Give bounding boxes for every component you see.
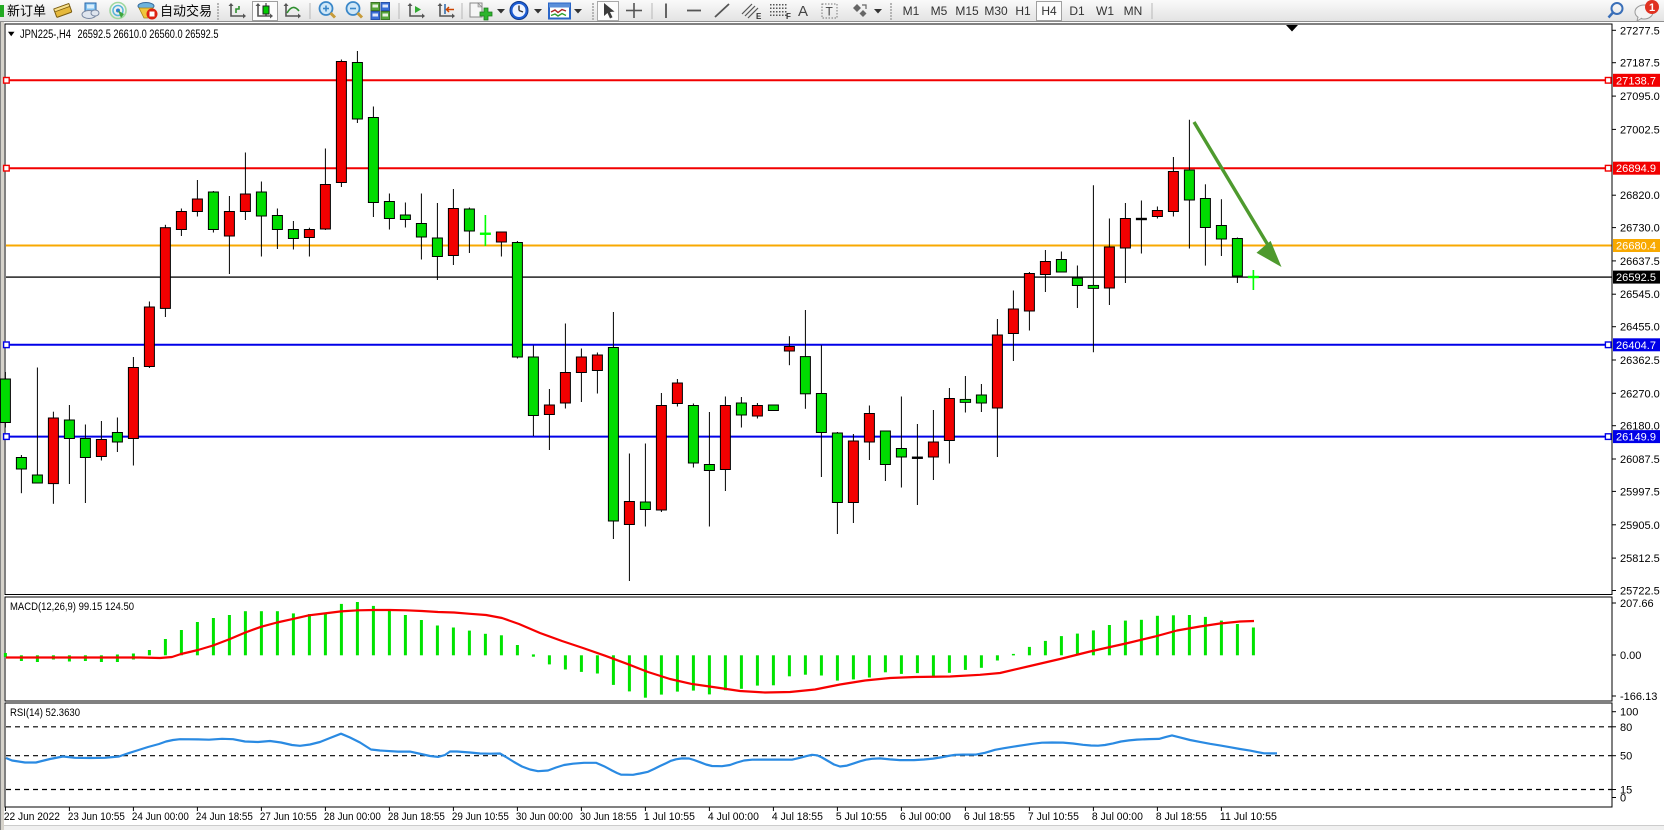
svg-text:26592.5 26610.0 26560.0 26592.: 26592.5 26610.0 26560.0 26592.5 bbox=[78, 29, 219, 41]
svg-text:27187.5: 27187.5 bbox=[1620, 58, 1660, 70]
svg-text:22 Jun 2022: 22 Jun 2022 bbox=[4, 811, 60, 823]
svg-text:MN: MN bbox=[1124, 4, 1143, 18]
svg-text:80: 80 bbox=[1620, 722, 1632, 734]
svg-text:M30: M30 bbox=[984, 4, 1008, 18]
svg-text:30 Jun 00:00: 30 Jun 00:00 bbox=[516, 811, 573, 823]
svg-text:-166.13: -166.13 bbox=[1620, 691, 1657, 703]
svg-text:28 Jun 18:55: 28 Jun 18:55 bbox=[388, 811, 445, 823]
svg-text:25997.5: 25997.5 bbox=[1620, 486, 1660, 498]
svg-text:6 Jul 18:55: 6 Jul 18:55 bbox=[964, 811, 1015, 823]
svg-text:26545.0: 26545.0 bbox=[1620, 289, 1660, 301]
svg-text:M1: M1 bbox=[903, 4, 920, 18]
svg-text:M15: M15 bbox=[955, 4, 979, 18]
svg-text:26180.0: 26180.0 bbox=[1620, 421, 1660, 433]
svg-text:25812.5: 25812.5 bbox=[1620, 553, 1660, 565]
svg-text:28 Jun 00:00: 28 Jun 00:00 bbox=[324, 811, 381, 823]
svg-text:24 Jun 00:00: 24 Jun 00:00 bbox=[132, 811, 189, 823]
svg-text:0: 0 bbox=[1620, 793, 1626, 805]
svg-text:27002.5: 27002.5 bbox=[1620, 124, 1660, 136]
svg-text:4 Jul 18:55: 4 Jul 18:55 bbox=[772, 811, 823, 823]
svg-text:6 Jul 00:00: 6 Jul 00:00 bbox=[900, 811, 951, 823]
svg-text:27277.5: 27277.5 bbox=[1620, 25, 1660, 37]
svg-text:E: E bbox=[756, 12, 762, 21]
svg-text:26592.5: 26592.5 bbox=[1616, 272, 1656, 284]
svg-text:M5: M5 bbox=[931, 4, 948, 18]
svg-text:25722.5: 25722.5 bbox=[1620, 586, 1660, 598]
svg-text:5 Jul 10:55: 5 Jul 10:55 bbox=[836, 811, 887, 823]
svg-text:H1: H1 bbox=[1015, 4, 1031, 18]
svg-text:100: 100 bbox=[1620, 707, 1638, 719]
svg-text:7 Jul 10:55: 7 Jul 10:55 bbox=[1028, 811, 1079, 823]
svg-text:207.66: 207.66 bbox=[1620, 598, 1654, 610]
svg-text:D1: D1 bbox=[1069, 4, 1085, 18]
svg-text:27138.7: 27138.7 bbox=[1616, 75, 1656, 87]
svg-text:26680.4: 26680.4 bbox=[1616, 241, 1656, 253]
svg-text:26087.5: 26087.5 bbox=[1620, 454, 1660, 466]
svg-text:26637.5: 26637.5 bbox=[1620, 256, 1660, 268]
svg-text:26149.9: 26149.9 bbox=[1616, 432, 1656, 444]
svg-text:8 Jul 18:55: 8 Jul 18:55 bbox=[1156, 811, 1207, 823]
svg-text:RSI(14) 52.3630: RSI(14) 52.3630 bbox=[10, 707, 80, 719]
svg-text:新订单: 新订单 bbox=[7, 4, 46, 19]
svg-text:23 Jun 10:55: 23 Jun 10:55 bbox=[68, 811, 125, 823]
svg-text:1: 1 bbox=[1649, 2, 1655, 14]
svg-text:24 Jun 18:55: 24 Jun 18:55 bbox=[196, 811, 253, 823]
svg-text:26362.5: 26362.5 bbox=[1620, 355, 1660, 367]
svg-text:26820.0: 26820.0 bbox=[1620, 190, 1660, 202]
svg-text:26404.7: 26404.7 bbox=[1616, 340, 1656, 352]
svg-text:A: A bbox=[798, 3, 808, 20]
svg-text:11 Jul 10:55: 11 Jul 10:55 bbox=[1220, 811, 1277, 823]
svg-text:26894.9: 26894.9 bbox=[1616, 163, 1656, 175]
svg-text:27095.0: 27095.0 bbox=[1620, 91, 1660, 103]
svg-text:W1: W1 bbox=[1096, 4, 1114, 18]
svg-text:25905.0: 25905.0 bbox=[1620, 520, 1660, 532]
svg-text:F: F bbox=[786, 12, 791, 21]
svg-text:26270.0: 26270.0 bbox=[1620, 388, 1660, 400]
svg-text:0.00: 0.00 bbox=[1620, 650, 1641, 662]
svg-text:JPN225-,H4: JPN225-,H4 bbox=[20, 29, 71, 41]
svg-text:T: T bbox=[826, 5, 834, 19]
svg-text:MACD(12,26,9) 99.15 124.50: MACD(12,26,9) 99.15 124.50 bbox=[10, 601, 134, 613]
svg-text:27 Jun 10:55: 27 Jun 10:55 bbox=[260, 811, 317, 823]
svg-text:1 Jul 10:55: 1 Jul 10:55 bbox=[644, 811, 695, 823]
svg-text:4 Jul 00:00: 4 Jul 00:00 bbox=[708, 811, 759, 823]
svg-text:30 Jun 18:55: 30 Jun 18:55 bbox=[580, 811, 637, 823]
svg-text:29 Jun 10:55: 29 Jun 10:55 bbox=[452, 811, 509, 823]
svg-text:自动交易: 自动交易 bbox=[160, 4, 212, 19]
svg-text:15: 15 bbox=[1620, 785, 1632, 797]
svg-text:26455.0: 26455.0 bbox=[1620, 322, 1660, 334]
svg-text:H4: H4 bbox=[1041, 4, 1057, 18]
svg-text:26730.0: 26730.0 bbox=[1620, 223, 1660, 235]
svg-text:50: 50 bbox=[1620, 751, 1632, 763]
svg-text:8 Jul 00:00: 8 Jul 00:00 bbox=[1092, 811, 1143, 823]
